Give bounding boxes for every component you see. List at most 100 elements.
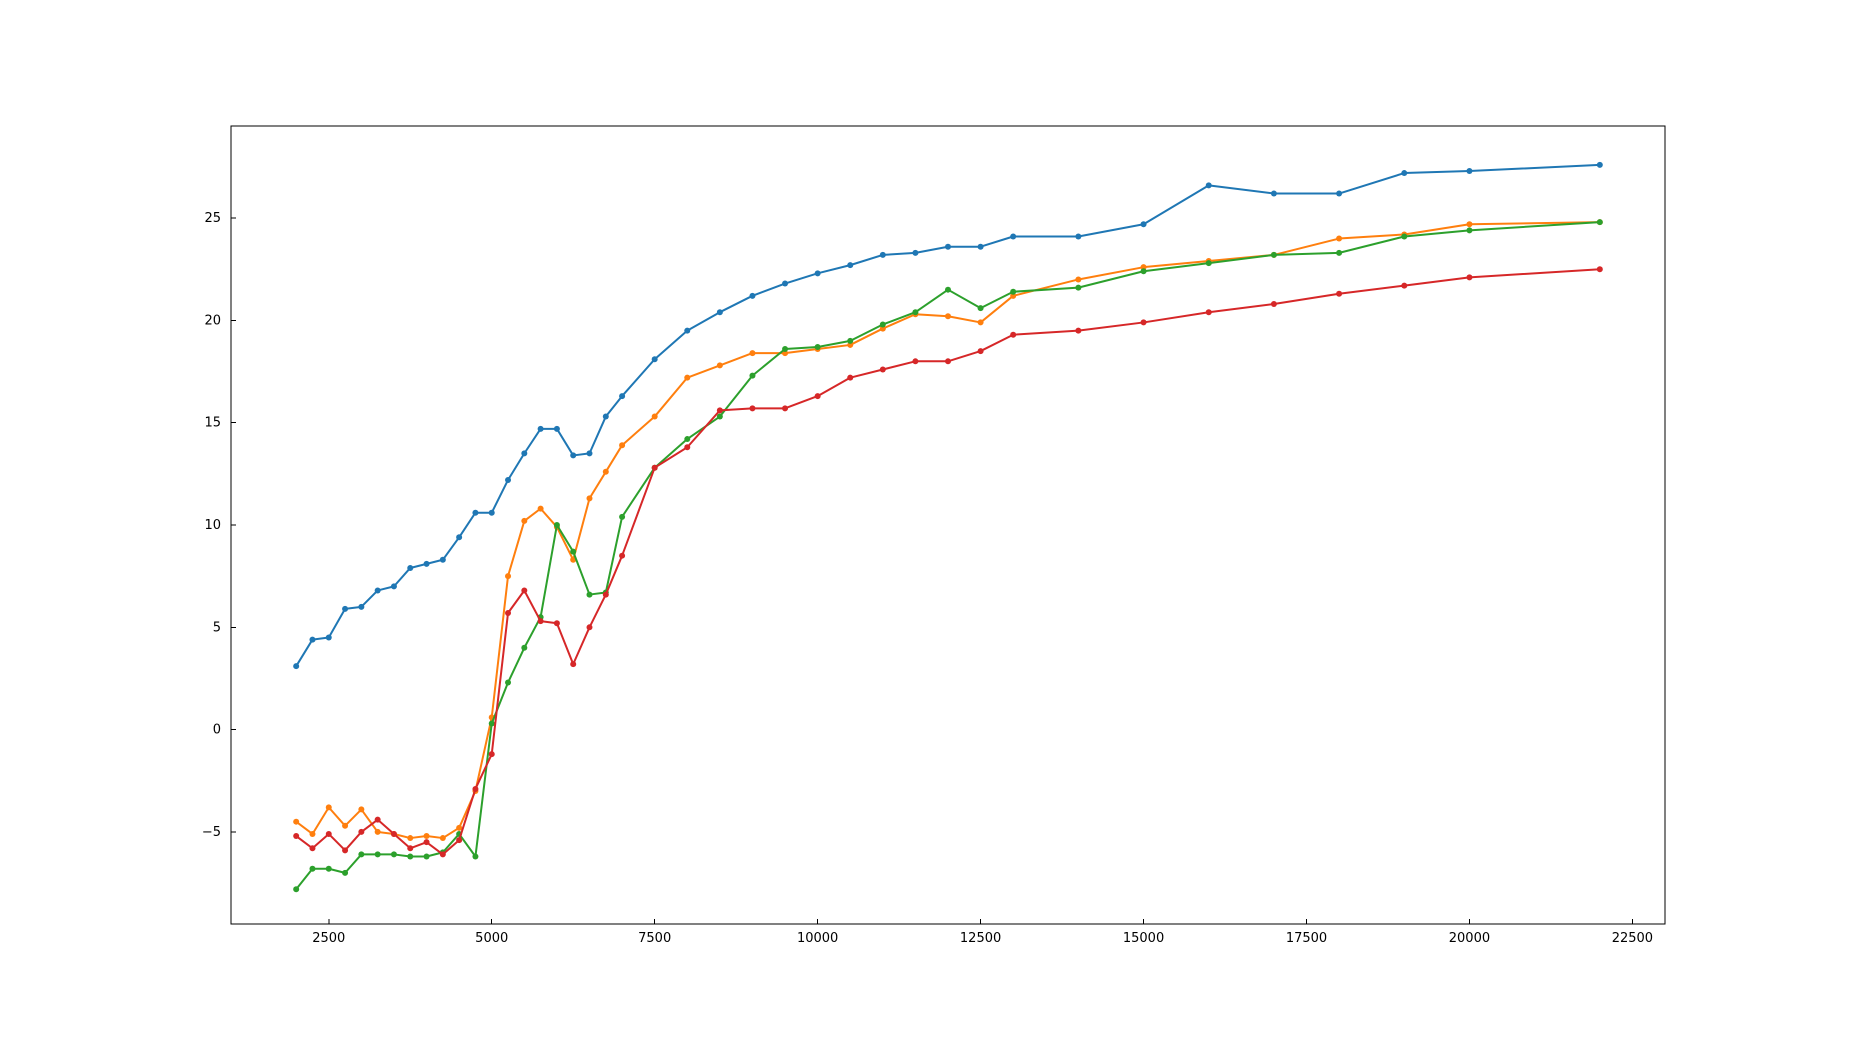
series-orange-marker bbox=[652, 414, 658, 420]
x-tick-label: 10000 bbox=[797, 931, 838, 946]
series-orange-marker bbox=[717, 362, 723, 368]
x-tick-label: 20000 bbox=[1449, 931, 1490, 946]
series-green-marker bbox=[587, 592, 593, 598]
series-green-marker bbox=[554, 522, 560, 528]
series-blue-marker bbox=[407, 565, 413, 571]
series-green-marker bbox=[424, 853, 430, 859]
series-red-marker bbox=[1401, 283, 1407, 289]
y-tick-label: 5 bbox=[213, 620, 221, 635]
series-blue-marker bbox=[456, 534, 462, 540]
series-blue-marker bbox=[1010, 233, 1016, 239]
series-orange-marker bbox=[684, 375, 690, 381]
series-red-marker bbox=[293, 833, 299, 839]
series-green-marker bbox=[391, 851, 397, 857]
series-red-marker bbox=[912, 358, 918, 364]
series-green-marker bbox=[880, 321, 886, 327]
series-blue-marker bbox=[978, 244, 984, 250]
series-blue-marker bbox=[472, 510, 478, 516]
series-red-marker bbox=[1597, 266, 1603, 272]
series-blue-marker bbox=[1466, 168, 1472, 174]
series-orange-marker bbox=[1466, 221, 1472, 227]
series-green-marker bbox=[521, 645, 527, 651]
series-green-marker bbox=[309, 866, 315, 872]
y-tick-label: 20 bbox=[204, 313, 221, 328]
series-green-marker bbox=[505, 680, 511, 686]
series-blue-marker bbox=[603, 414, 609, 420]
series-blue-marker bbox=[440, 557, 446, 563]
x-tick-label: 5000 bbox=[475, 931, 508, 946]
series-orange-marker bbox=[326, 804, 332, 810]
series-blue-marker bbox=[309, 637, 315, 643]
chart-svg: 2500500075001000012500150001750020000225… bbox=[0, 0, 1850, 1050]
series-blue-marker bbox=[293, 663, 299, 669]
series-blue-marker bbox=[652, 356, 658, 362]
series-blue-marker bbox=[1206, 182, 1212, 188]
series-green-marker bbox=[375, 851, 381, 857]
y-tick-label: −5 bbox=[202, 825, 221, 840]
series-red-marker bbox=[815, 393, 821, 399]
series-orange-marker bbox=[1075, 276, 1081, 282]
series-green-marker bbox=[1141, 268, 1147, 274]
series-red-marker bbox=[1206, 309, 1212, 315]
series-red-marker bbox=[782, 405, 788, 411]
series-red-marker bbox=[489, 751, 495, 757]
series-red-marker bbox=[326, 831, 332, 837]
series-orange-marker bbox=[358, 806, 364, 812]
series-green-marker bbox=[489, 720, 495, 726]
series-orange-marker bbox=[407, 835, 413, 841]
series-green-marker bbox=[1336, 250, 1342, 256]
series-blue-marker bbox=[1597, 162, 1603, 168]
series-blue-marker bbox=[342, 606, 348, 612]
series-orange-marker bbox=[505, 573, 511, 579]
series-green-marker bbox=[1466, 227, 1472, 233]
series-blue-marker bbox=[815, 270, 821, 276]
series-blue-marker bbox=[684, 328, 690, 334]
series-blue-marker bbox=[358, 604, 364, 610]
series-blue-marker bbox=[326, 635, 332, 641]
series-blue-marker bbox=[587, 450, 593, 456]
series-blue-marker bbox=[1141, 221, 1147, 227]
series-blue-marker bbox=[570, 452, 576, 458]
series-blue-marker bbox=[945, 244, 951, 250]
series-green-marker bbox=[815, 344, 821, 350]
series-red-marker bbox=[603, 592, 609, 598]
x-tick-label: 17500 bbox=[1286, 931, 1327, 946]
series-red-marker bbox=[391, 831, 397, 837]
series-red-marker bbox=[472, 786, 478, 792]
series-red-marker bbox=[309, 845, 315, 851]
series-green-marker bbox=[342, 870, 348, 876]
series-red-marker bbox=[619, 553, 625, 559]
series-orange-marker bbox=[440, 835, 446, 841]
series-green-marker bbox=[1271, 252, 1277, 258]
series-green-marker bbox=[945, 287, 951, 293]
series-blue-marker bbox=[1271, 191, 1277, 197]
series-red-marker bbox=[358, 829, 364, 835]
series-green-marker bbox=[1206, 260, 1212, 266]
series-green-marker bbox=[749, 373, 755, 379]
series-red-marker bbox=[1336, 291, 1342, 297]
series-blue-marker bbox=[912, 250, 918, 256]
series-orange-marker bbox=[619, 442, 625, 448]
series-orange-marker bbox=[978, 319, 984, 325]
series-green-marker bbox=[717, 414, 723, 420]
series-blue-marker bbox=[847, 262, 853, 268]
series-red-marker bbox=[424, 839, 430, 845]
series-blue-marker bbox=[619, 393, 625, 399]
series-green-marker bbox=[1010, 289, 1016, 295]
series-red-marker bbox=[1271, 301, 1277, 307]
series-green-marker bbox=[407, 853, 413, 859]
series-green-marker bbox=[472, 853, 478, 859]
x-tick-label: 22500 bbox=[1612, 931, 1653, 946]
y-tick-label: 25 bbox=[204, 211, 221, 226]
series-green-marker bbox=[358, 851, 364, 857]
series-blue-marker bbox=[1401, 170, 1407, 176]
series-red-marker bbox=[407, 845, 413, 851]
series-orange-marker bbox=[538, 506, 544, 512]
x-tick-label: 12500 bbox=[960, 931, 1001, 946]
series-red-marker bbox=[717, 407, 723, 413]
x-tick-label: 2500 bbox=[312, 931, 345, 946]
series-red-marker bbox=[538, 618, 544, 624]
series-green-marker bbox=[570, 549, 576, 555]
series-blue-marker bbox=[554, 426, 560, 432]
y-tick-label: 0 bbox=[213, 723, 221, 738]
